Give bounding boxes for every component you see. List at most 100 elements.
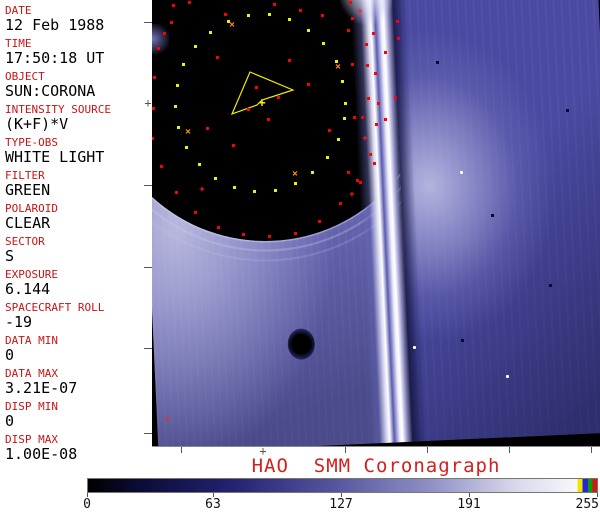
red-plus-marker: +: [349, 190, 355, 201]
bottom-axis-plus-tick: +: [259, 444, 267, 458]
metadata-field: OBJECT SUN:CORONA: [5, 70, 152, 100]
red-fiducial-dot: [397, 37, 400, 40]
field-label: DISP MAX: [5, 433, 58, 446]
field-value: (K+F)*V: [5, 115, 69, 133]
bottom-axis-tick: [345, 447, 346, 453]
coronagraph-image-canvas: + + + + + × × × × +: [152, 0, 600, 447]
red-fiducial-dot: [377, 102, 380, 105]
metadata-field: TIME 17:50:18 UT: [5, 37, 152, 67]
colorbar-tick-label: 191: [457, 497, 481, 512]
red-fiducial-dot: [359, 181, 362, 184]
red-fiducial-dot: [288, 59, 291, 62]
red-fiducial-dot: [247, 108, 250, 111]
colorbar-tick: [213, 493, 214, 497]
metadata-field: DATA MAX 3.21E-07: [5, 367, 152, 397]
orange-x-marker: ×: [334, 61, 342, 73]
field-value: S: [5, 247, 15, 265]
red-fiducial-dot: [356, 179, 359, 182]
colorbar-tick: [341, 493, 342, 497]
red-fiducial-dot: [394, 96, 397, 99]
red-fiducial-dot: [373, 162, 376, 165]
metadata-field: DATE 12 Feb 1988: [5, 4, 152, 34]
red-fiducial-dot: [277, 96, 280, 99]
red-fiducial-dot: [353, 116, 356, 119]
left-axis-tick: [144, 185, 152, 186]
left-axis-plus-tick: +: [144, 96, 152, 110]
yellow-fiducial-dot: [341, 80, 344, 83]
left-axis-tick: [144, 348, 152, 349]
yellow-fiducial-dot: [344, 102, 347, 105]
yellow-fiducial-dot: [335, 60, 338, 63]
red-fiducial-dot: [367, 97, 370, 100]
yellow-fiducial-dot: [326, 156, 329, 159]
field-value: WHITE LIGHT: [5, 148, 105, 166]
star-speck: [413, 346, 416, 349]
metadata-field: POLAROID CLEAR: [5, 202, 152, 232]
yellow-fiducial-dot: [209, 31, 212, 34]
metadata-field: DISP MAX 1.00E-08: [5, 433, 152, 463]
page-title: HAO SMM Coronagraph: [251, 455, 501, 477]
bottom-axis-tick: [509, 447, 510, 453]
red-fiducial-dot: [347, 29, 350, 32]
orange-x-marker: ×: [228, 19, 236, 31]
yellow-fiducial-dot: [174, 105, 177, 108]
field-label: SPACECRAFT ROLL: [5, 301, 105, 314]
field-label: EXPOSURE: [5, 268, 58, 281]
field-value: 0: [5, 346, 15, 364]
yellow-fiducial-dot: [233, 186, 236, 189]
metadata-field: DATA MIN 0: [5, 334, 152, 364]
left-axis-tick: [144, 433, 152, 434]
field-label: SECTOR: [5, 235, 45, 248]
red-fiducial-dot: [328, 129, 331, 132]
red-fiducial-dot: [172, 4, 175, 7]
field-label: TIME: [5, 37, 32, 50]
left-axis-tick: [144, 267, 152, 268]
yellow-fiducial-dot: [274, 189, 277, 192]
yellow-fiducial-dot: [182, 63, 185, 66]
yellow-fiducial-dot: [185, 146, 188, 149]
red-fiducial-dot: [347, 171, 350, 174]
red-fiducial-dot: [157, 47, 160, 50]
colorbar-tick-label: 255: [575, 497, 599, 512]
red-fiducial-dot: [366, 64, 369, 67]
star-speck: [460, 171, 463, 174]
metadata-field: INTENSITY SOURCE (K+F)*V: [5, 103, 152, 133]
yellow-fiducial-dot: [253, 190, 256, 193]
red-fiducial-dot: [374, 72, 377, 75]
red-fiducial-dot: [217, 226, 220, 229]
orange-x-marker: ×: [291, 168, 299, 180]
red-fiducial-dot: [206, 127, 209, 130]
red-fiducial-dot: [361, 116, 364, 119]
metadata-field: TYPE-OBS WHITE LIGHT: [5, 136, 152, 166]
field-value: 1.00E-08: [5, 445, 78, 463]
red-fiducial-dot: [160, 165, 163, 168]
red-fiducial-dot: [163, 32, 166, 35]
red-fiducial-dot: [365, 43, 368, 46]
star-speck: [506, 375, 509, 378]
field-value: 0: [5, 412, 15, 430]
colorbar-tick: [597, 493, 598, 497]
field-of-view-polygon: [230, 71, 295, 116]
dark-speck: [491, 214, 494, 217]
red-fiducial-dot: [273, 3, 276, 6]
field-value: 17:50:18 UT: [5, 49, 105, 67]
metadata-panel: DATE 12 Feb 1988 TIME 17:50:18 UT OBJECT SUN:…: [0, 0, 152, 474]
field-value: SUN:CORONA: [5, 82, 96, 100]
metadata-field: SPACECRAFT ROLL -19: [5, 301, 152, 331]
colorbar-tick-label: 0: [83, 497, 91, 512]
yellow-fiducial-dot: [247, 14, 250, 17]
yellow-fiducial-dot: [343, 117, 346, 120]
yellow-fiducial-dot: [288, 18, 291, 21]
limb-wisp: [152, 24, 169, 54]
field-value: 12 Feb 1988: [5, 16, 105, 34]
red-plus-marker: +: [357, 7, 363, 18]
red-fiducial-dot: [153, 76, 156, 79]
red-fiducial-dot: [339, 202, 342, 205]
field-label: FILTER: [5, 169, 45, 182]
red-fiducial-dot: [372, 32, 375, 35]
field-value: 3.21E-07: [5, 379, 78, 397]
red-fiducial-dot: [384, 51, 387, 54]
yellow-fiducial-dot: [322, 42, 325, 45]
field-label: DATE: [5, 4, 32, 17]
colorbar-tick-label: 63: [205, 497, 221, 512]
